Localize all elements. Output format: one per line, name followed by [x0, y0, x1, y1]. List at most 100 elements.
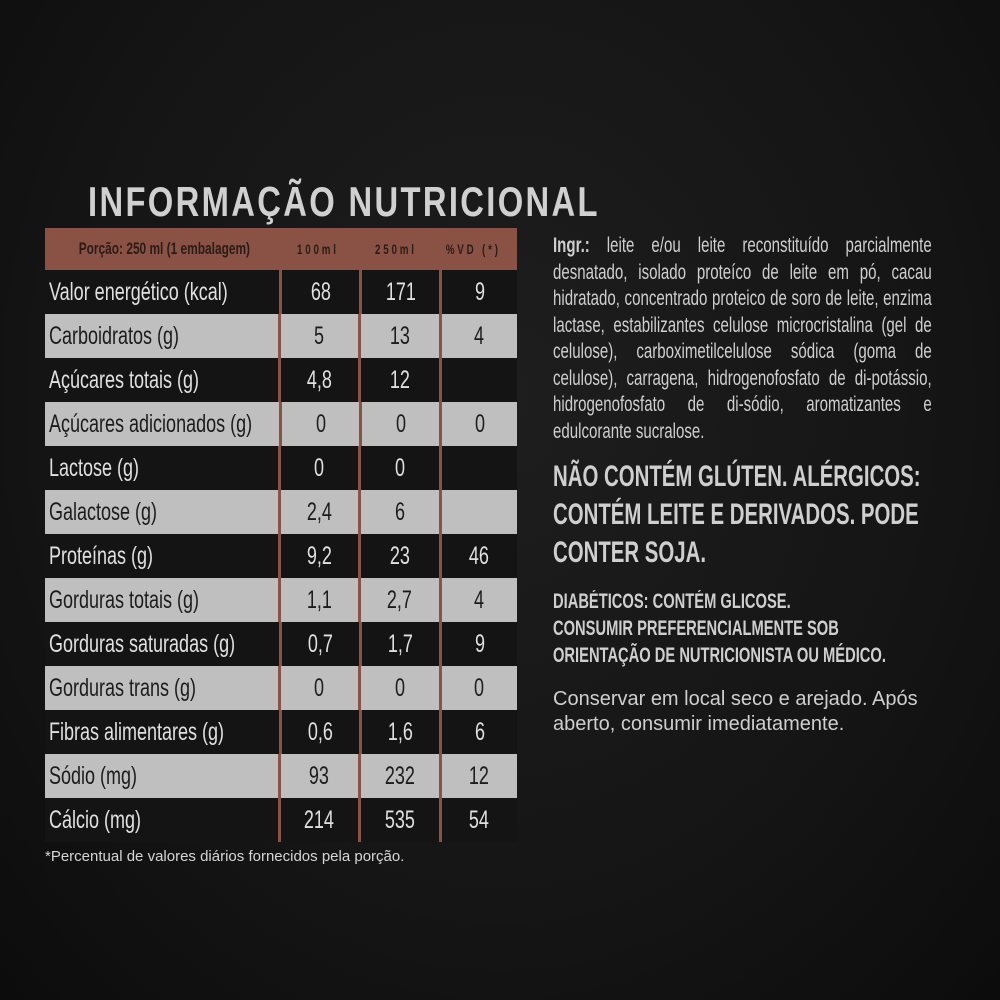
value-250ml-cell: 12: [358, 358, 439, 402]
consumption-advice: CONSUMIR PREFERENCIALMENTE SOB ORIENTAÇÃ…: [553, 617, 886, 667]
table-row: Gorduras trans (g) 0 0 0: [45, 666, 517, 710]
value-vd-cell: [438, 446, 518, 490]
value-vd-cell: 54: [438, 798, 518, 842]
value-250ml-cell: 23: [358, 534, 439, 578]
value-vd-cell: [438, 490, 518, 534]
value-100ml: 93: [309, 761, 330, 790]
nutrient-name-cell: Cálcio (mg): [45, 798, 278, 842]
value-vd: 9: [474, 629, 485, 658]
value-vd-cell: 4: [438, 314, 518, 358]
nutrient-name: Cálcio (mg): [49, 805, 142, 834]
header-100ml: 100ml: [297, 241, 339, 257]
ingredients-text: leite e/ou leite reconstituído parcialme…: [553, 233, 932, 443]
value-100ml-cell: 0,6: [279, 710, 359, 754]
diabetic-line: DIABÉTICOS: CONTÉM GLICOSE.: [553, 590, 791, 613]
value-100ml-cell: 214: [277, 798, 359, 842]
value-100ml: 0,7: [307, 629, 334, 658]
header-vd: %VD (*): [445, 241, 501, 257]
nutrient-name: Carboidratos (g): [49, 321, 180, 350]
table-row: Gorduras totais (g) 1,1 2,7 4: [45, 578, 517, 622]
nutrient-name-cell: Gorduras saturadas (g): [45, 622, 279, 666]
value-vd: 0: [474, 673, 485, 702]
table-row: Cálcio (mg) 214 535 54: [45, 798, 517, 842]
table-row: Sódio (mg) 93 232 12: [45, 754, 517, 798]
value-100ml: 1,1: [306, 585, 332, 614]
table-row: Valor energético (kcal) 68 171 9: [45, 270, 517, 314]
value-vd-cell: [438, 358, 518, 402]
value-250ml-cell: 0: [358, 666, 439, 710]
nutrient-name: Gorduras trans (g): [49, 673, 197, 702]
header-250ml: 250ml: [375, 241, 417, 257]
value-100ml-cell: 0: [277, 446, 359, 490]
ingredients: Ingr.: leite e/ou leite reconstituído pa…: [553, 232, 932, 444]
value-250ml-cell: 0: [358, 402, 439, 446]
value-100ml-cell: 5: [277, 314, 359, 358]
value-250ml-cell: 1,7: [358, 622, 439, 666]
value-250ml: 1,7: [387, 629, 413, 658]
value-100ml-cell: 93: [277, 754, 359, 798]
nutrient-name-cell: Proteínas (g): [45, 534, 278, 578]
footnote: *Percentual de valores diários fornecido…: [45, 848, 405, 865]
page-title: INFORMAÇÃO NUTRICIONAL: [88, 178, 600, 225]
header-portion: Porção: 250 ml (1 embalagem): [78, 239, 250, 258]
value-vd: 12: [469, 761, 490, 790]
value-250ml: 0: [394, 453, 405, 482]
nutrient-name-cell: Galactose (g): [45, 490, 278, 534]
value-250ml: 232: [384, 761, 415, 790]
value-100ml: 68: [310, 277, 331, 306]
nutrient-name: Açúcares adicionados (g): [49, 409, 253, 438]
value-250ml-cell: 2,7: [358, 578, 439, 622]
nutrient-name: Sódio (mg): [49, 761, 138, 790]
value-250ml: 0: [395, 409, 406, 438]
value-250ml-cell: 232: [358, 754, 439, 798]
ingredients-label: Ingr.:: [553, 233, 590, 257]
value-vd: 0: [474, 409, 485, 438]
nutrient-name-cell: Gorduras totais (g): [45, 578, 278, 622]
nutrient-name: Açúcares totais (g): [49, 365, 200, 394]
nutrient-name: Valor energético (kcal): [49, 277, 228, 306]
value-vd-cell: 46: [438, 534, 518, 578]
nutrient-name-cell: Açúcares totais (g): [45, 358, 278, 402]
value-100ml: 0,6: [307, 717, 334, 746]
value-250ml: 1,6: [387, 717, 413, 746]
value-100ml: 9,2: [306, 541, 332, 570]
table-row: Lactose (g) 0 0: [45, 446, 517, 490]
value-vd: 54: [469, 805, 490, 834]
value-250ml: 535: [384, 805, 415, 834]
nutrient-name: Fibras alimentares (g): [49, 717, 225, 746]
value-100ml: 214: [304, 805, 335, 834]
value-250ml: 23: [389, 541, 410, 570]
nutrient-name-cell: Valor energético (kcal): [45, 270, 279, 314]
nutrient-name-cell: Carboidratos (g): [45, 314, 278, 358]
value-vd-cell: 9: [438, 622, 517, 666]
value-100ml-cell: 4,8: [277, 358, 359, 402]
nutrition-table: Porção: 250 ml (1 embalagem) 100ml 250ml…: [45, 228, 517, 842]
value-vd-cell: 6: [438, 710, 517, 754]
value-100ml-cell: 68: [279, 270, 359, 314]
value-100ml: 0: [314, 453, 325, 482]
value-100ml: 2,4: [306, 497, 332, 526]
value-vd-cell: 0: [438, 402, 517, 446]
storage-instructions: Conservar em local seco e arejado. Após …: [553, 688, 918, 735]
value-250ml-cell: 0: [358, 446, 439, 490]
nutrient-name: Galactose (g): [49, 497, 158, 526]
nutrient-name-cell: Lactose (g): [45, 446, 278, 490]
value-vd: 4: [474, 321, 485, 350]
nutrient-name: Lactose (g): [49, 453, 140, 482]
value-250ml-cell: 535: [358, 798, 439, 842]
value-100ml: 0: [315, 409, 326, 438]
value-vd-cell: 0: [438, 666, 518, 710]
value-250ml: 12: [389, 365, 410, 394]
diabetic-warning: DIABÉTICOS: CONTÉM GLICOSE. CONSUMIR PRE…: [553, 588, 931, 669]
value-100ml: 0: [314, 673, 325, 702]
value-vd-cell: 4: [438, 578, 518, 622]
value-100ml-cell: 9,2: [277, 534, 359, 578]
table-row: Fibras alimentares (g) 0,6 1,6 6: [45, 710, 517, 754]
value-vd: 46: [469, 541, 490, 570]
table-row: Açúcares adicionados (g) 0 0 0: [45, 402, 517, 446]
nutrient-name-cell: Sódio (mg): [45, 754, 278, 798]
table-row: Gorduras saturadas (g) 0,7 1,7 9: [45, 622, 517, 666]
nutrient-name: Proteínas (g): [49, 541, 154, 570]
value-100ml-cell: 0,7: [279, 622, 359, 666]
value-vd: 4: [474, 585, 485, 614]
